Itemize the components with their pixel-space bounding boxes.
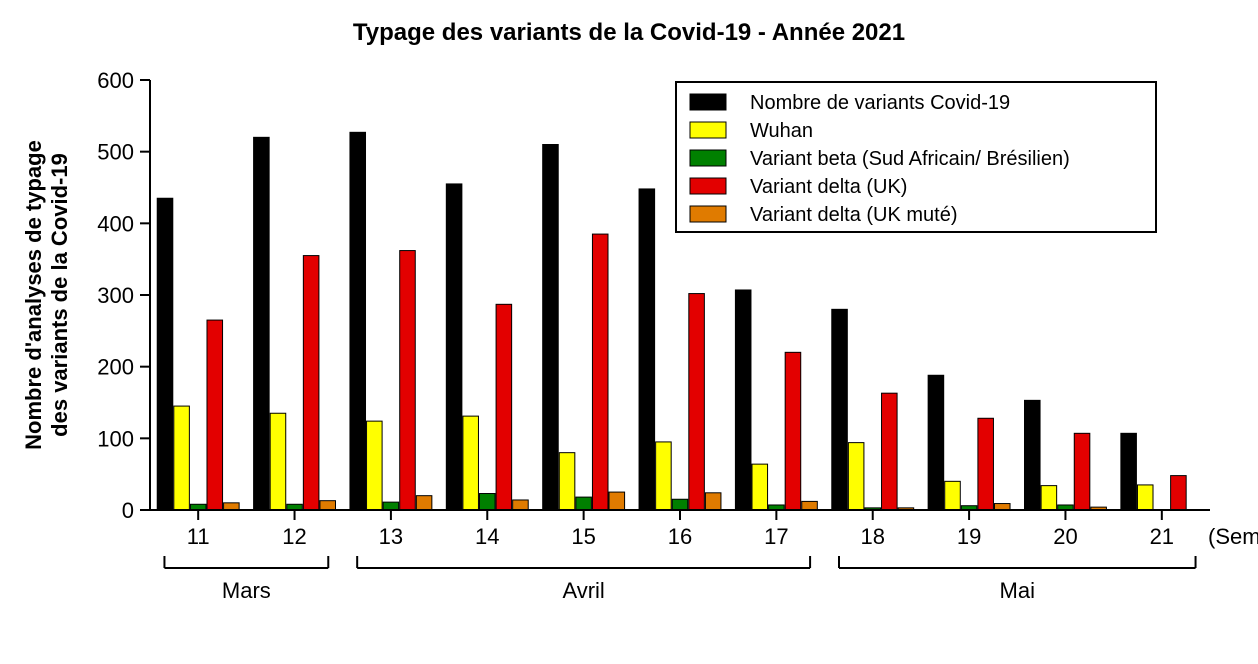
bar-wuhan-w19	[945, 481, 961, 510]
legend-label: Nombre de variants Covid-19	[750, 92, 1010, 114]
bar-total-w19	[928, 375, 944, 510]
y-tick-label: 200	[97, 355, 134, 380]
y-axis-title-line: des variants de la Covid-19	[47, 153, 72, 437]
bar-wuhan-w21	[1137, 485, 1153, 510]
bar-deltaUK-w19	[978, 418, 994, 510]
month-label: Mai	[1000, 578, 1035, 603]
y-tick-label: 600	[97, 68, 134, 93]
x-tick-label: 14	[475, 524, 499, 549]
x-tick-label: 21	[1150, 524, 1174, 549]
bar-total-w18	[832, 309, 848, 510]
bar-total-w12	[254, 137, 270, 510]
legend-label: Variant delta (UK)	[750, 176, 907, 198]
legend-label: Wuhan	[750, 120, 813, 142]
bar-deltaUKm-w12	[320, 501, 336, 510]
month-label: Mars	[222, 578, 271, 603]
bar-wuhan-w17	[752, 464, 768, 510]
legend: Nombre de variants Covid-19 Wuhan Variant …	[676, 82, 1156, 232]
bar-total-w15	[543, 145, 559, 511]
bar-beta-w13	[383, 502, 399, 510]
bar-deltaUK-w12	[303, 256, 319, 510]
y-tick-label: 100	[97, 426, 134, 451]
bar-deltaUK-w20	[1074, 433, 1090, 510]
x-tick-label: 17	[764, 524, 788, 549]
y-tick-label: 300	[97, 283, 134, 308]
y-axis-title-line: Nombre d'analyses de typage	[21, 140, 46, 450]
x-tick-label: 11	[187, 524, 210, 549]
bar-total-w11	[157, 198, 173, 510]
bar-wuhan-w12	[270, 413, 286, 510]
y-tick-label: 400	[97, 211, 134, 236]
bar-wuhan-w16	[656, 442, 672, 510]
x-tick-label: 15	[571, 524, 595, 549]
bar-wuhan-w20	[1041, 486, 1057, 510]
bar-beta-w14	[479, 494, 495, 510]
bar-beta-w15	[576, 497, 592, 510]
legend-swatch	[690, 94, 726, 110]
x-axis-suffix: (Semaine)	[1208, 524, 1258, 549]
legend-label: Variant delta (UK muté)	[750, 204, 958, 226]
bar-wuhan-w15	[559, 453, 575, 510]
bar-deltaUKm-w14	[513, 500, 529, 510]
month-brackets: Mars Avril Mai	[164, 556, 1195, 603]
bar-total-w13	[350, 132, 366, 510]
bar-wuhan-w14	[463, 416, 479, 510]
x-tick-label: 18	[860, 524, 884, 549]
bar-total-w16	[639, 189, 655, 510]
bar-deltaUKm-w15	[609, 492, 625, 510]
bar-total-w21	[1121, 433, 1137, 510]
month-label: Avril	[562, 578, 604, 603]
chart-container: 0 100 200 300 400 500 600 11 12 13 14 15 16 17 18 19 20 2…	[0, 0, 1258, 664]
bar-wuhan-w18	[848, 443, 864, 510]
bar-deltaUK-w16	[689, 294, 705, 510]
x-tick-label: 16	[668, 524, 692, 549]
bar-wuhan-w13	[367, 421, 383, 510]
x-tick-label: 13	[379, 524, 403, 549]
bar-deltaUK-w13	[400, 251, 416, 510]
legend-swatch	[690, 178, 726, 194]
bar-deltaUK-w11	[207, 320, 223, 510]
chart-svg: 0 100 200 300 400 500 600 11 12 13 14 15 16 17 18 19 20 2…	[0, 0, 1258, 664]
bar-beta-w16	[672, 499, 688, 510]
bar-deltaUK-w18	[882, 393, 898, 510]
y-tick-label: 500	[97, 140, 134, 165]
bar-deltaUKm-w11	[224, 503, 240, 510]
x-tick-label: 12	[282, 524, 306, 549]
y-axis-title: Nombre d'analyses de typagedes variants …	[21, 140, 72, 450]
bar-deltaUKm-w16	[705, 493, 721, 510]
legend-label: Variant beta (Sud Africain/ Brésilien)	[750, 148, 1070, 170]
bar-deltaUKm-w17	[802, 501, 818, 510]
legend-swatch	[690, 122, 726, 138]
bar-deltaUK-w17	[785, 352, 801, 510]
bar-total-w20	[1025, 400, 1041, 510]
legend-swatch	[690, 206, 726, 222]
bar-deltaUK-w15	[592, 234, 608, 510]
bar-deltaUKm-w13	[416, 496, 432, 510]
x-tick-label: 20	[1053, 524, 1077, 549]
y-tick-label: 0	[122, 498, 134, 523]
bar-total-w14	[446, 184, 462, 510]
legend-swatch	[690, 150, 726, 166]
bar-deltaUK-w14	[496, 304, 512, 510]
chart-title: Typage des variants de la Covid-19 - Ann…	[353, 19, 905, 46]
bar-total-w17	[735, 290, 751, 510]
bar-wuhan-w11	[174, 406, 190, 510]
bar-deltaUK-w21	[1171, 476, 1187, 510]
x-tick-label: 19	[957, 524, 981, 549]
